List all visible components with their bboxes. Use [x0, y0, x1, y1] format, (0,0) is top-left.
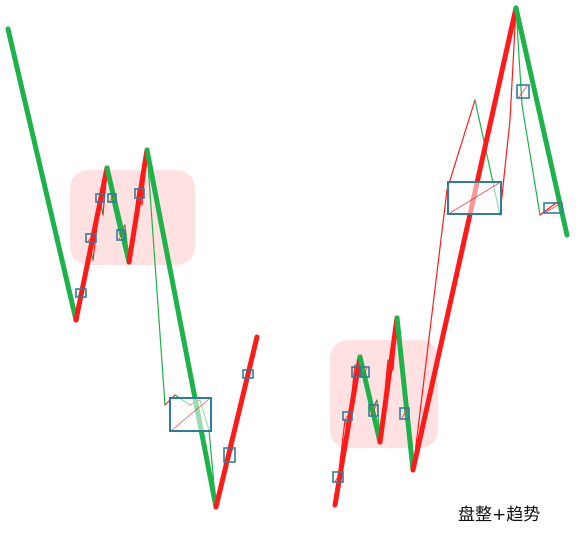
- pivot-box-stroke-right-6: [449, 182, 500, 214]
- segment-left-0-0: [5, 26, 79, 323]
- pivot-box-left-3: [107, 193, 117, 203]
- pivot-box-stroke-left-1: [87, 234, 95, 242]
- segment-right-0-0: [332, 354, 363, 508]
- pivot-box-left-4: [116, 229, 126, 241]
- segment-right-0-2: [377, 315, 400, 445]
- pivot-box-left-2: [95, 193, 105, 203]
- sub-stroke-right-2-5: [515, 7, 523, 106]
- pivot-box-stroke-right-8: [545, 203, 561, 213]
- pivot-box-stroke-right-4: [370, 405, 377, 416]
- segment-left-0-3: [126, 147, 150, 265]
- sub-stroke-right-2-0: [412, 189, 448, 471]
- pivot-box-stroke-left-8: [244, 370, 252, 378]
- sub-stroke-right-2-1: [446, 99, 476, 191]
- sub-stroke-left-2-0: [146, 149, 166, 406]
- pivot-box-stroke-right-1: [344, 412, 351, 420]
- pivot-box-stroke-left-2: [97, 194, 103, 202]
- pivot-box-stroke-right-7: [518, 85, 528, 98]
- pivot-box-right-4: [368, 404, 379, 417]
- segment-left-0-5: [213, 334, 260, 510]
- segment-left-0-2: [104, 165, 132, 265]
- segment-right-0-5: [513, 5, 570, 238]
- pivot-box-right-7: [516, 84, 530, 99]
- pivot-box-right-5: [399, 407, 410, 420]
- pivot-box-stroke-left-4: [118, 230, 124, 240]
- pivot-box-stroke-right-3: [362, 367, 368, 377]
- pivot-boxes: [75, 84, 563, 483]
- pivot-box-right-3: [360, 366, 370, 378]
- pivot-box-stroke-right-0: [334, 472, 342, 482]
- segment-strokes: [5, 5, 570, 510]
- chart-caption: 盘整+趋势: [458, 505, 541, 525]
- pivot-box-left-0: [75, 288, 87, 298]
- pivot-box-stroke-left-6: [171, 398, 210, 431]
- segment-right-0-3: [394, 315, 416, 473]
- sub-stroke-right-2-6: [521, 104, 541, 216]
- pivot-box-left-5: [134, 188, 145, 199]
- pivot-box-stroke-left-7: [225, 448, 234, 462]
- pivot-box-left-1: [85, 233, 97, 243]
- pivot-box-left-8: [242, 369, 254, 379]
- sub-stroke-right-2-4: [509, 7, 517, 121]
- pivot-box-stroke-left-3: [109, 194, 115, 202]
- segment-right-0-4: [410, 5, 519, 473]
- pivot-box-left-7: [223, 447, 236, 463]
- segment-left-0-4: [144, 147, 219, 510]
- pivot-box-stroke-right-2: [353, 367, 359, 377]
- segment-right-0-1: [357, 354, 383, 445]
- pivot-box-stroke-left-5: [136, 189, 143, 198]
- pivot-box-right-8: [543, 202, 563, 214]
- pivot-box-stroke-right-5: [401, 408, 408, 419]
- pivot-box-right-0: [332, 471, 344, 483]
- pivot-box-right-2: [351, 366, 361, 378]
- pivot-box-right-1: [342, 411, 353, 421]
- pivot-box-stroke-left-0: [77, 289, 85, 297]
